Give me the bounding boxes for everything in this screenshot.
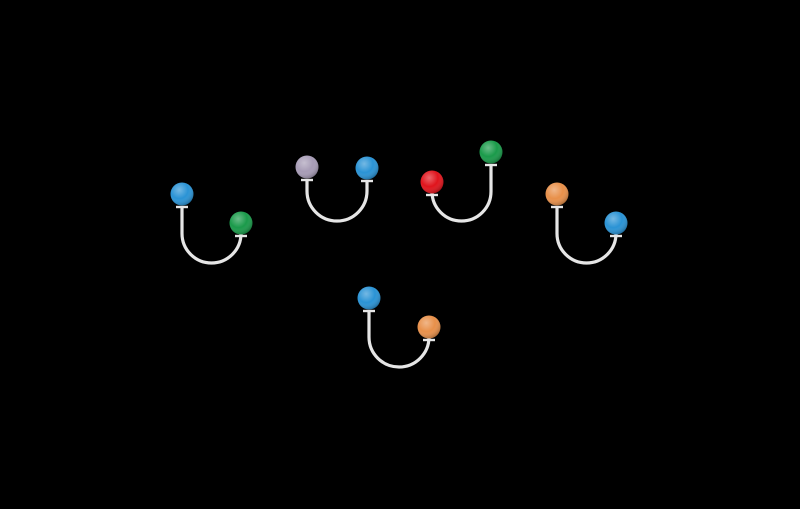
tube-body[interactable] <box>305 180 369 223</box>
ball-orange[interactable] <box>545 182 569 206</box>
tube-body[interactable] <box>430 165 493 223</box>
ball-blue[interactable] <box>357 286 381 310</box>
ball-lavender[interactable] <box>295 155 319 179</box>
ball-blue[interactable] <box>604 211 628 235</box>
tube-3[interactable] <box>420 140 503 223</box>
tube-4[interactable] <box>545 182 628 265</box>
ball-green[interactable] <box>229 211 253 235</box>
ball-red[interactable] <box>420 170 444 194</box>
tube-body[interactable] <box>367 311 431 369</box>
ball-blue[interactable] <box>355 156 379 180</box>
ball-blue[interactable] <box>170 182 194 206</box>
tube-body[interactable] <box>555 207 618 265</box>
ball-green[interactable] <box>479 140 503 164</box>
ball-orange[interactable] <box>417 315 441 339</box>
tube-body[interactable] <box>180 207 243 265</box>
tube-2[interactable] <box>295 155 379 223</box>
tube-1[interactable] <box>170 182 253 265</box>
tube-5[interactable] <box>357 286 441 369</box>
